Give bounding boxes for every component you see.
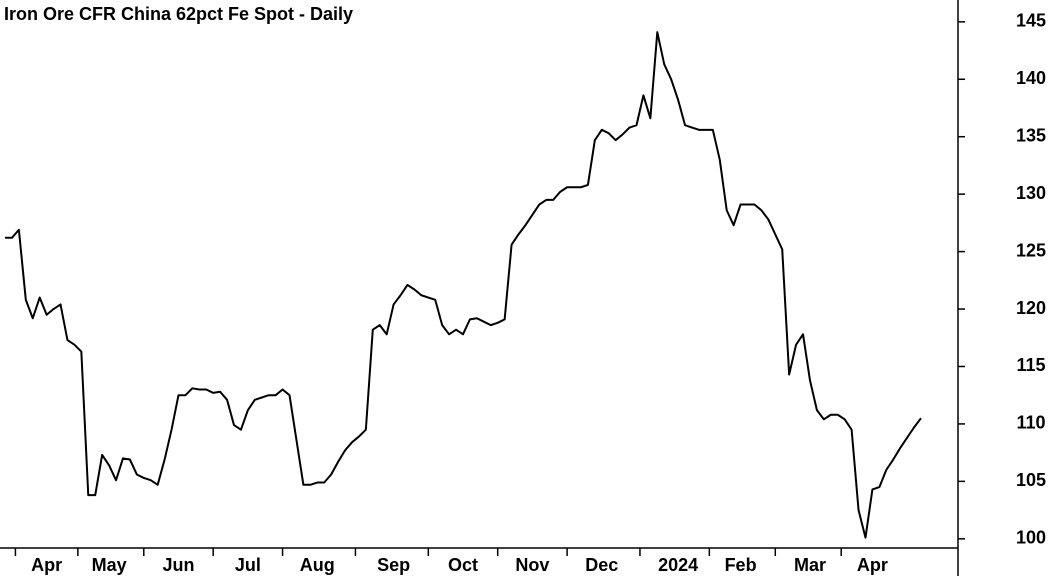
x-tick-label: Apr xyxy=(857,555,888,575)
y-tick-label: 120 xyxy=(1016,298,1046,318)
y-tick-label: 145 xyxy=(1016,11,1046,31)
y-tick-label: 125 xyxy=(1016,240,1046,260)
x-tick-label: 2024 xyxy=(658,555,698,575)
x-tick-label: May xyxy=(92,555,127,575)
x-tick-label: Apr xyxy=(31,555,62,575)
y-tick-label: 105 xyxy=(1016,470,1046,490)
y-tick-label: 140 xyxy=(1016,68,1046,88)
x-tick-label: Nov xyxy=(515,555,549,575)
chart-title: Iron Ore CFR China 62pct Fe Spot - Daily xyxy=(4,4,353,24)
y-tick-label: 130 xyxy=(1016,183,1046,203)
y-tick-label: 110 xyxy=(1016,413,1045,433)
x-tick-label: Oct xyxy=(448,555,478,575)
x-tick-label: Jun xyxy=(162,555,194,575)
y-tick-label: 100 xyxy=(1016,528,1046,548)
x-tick-label: Feb xyxy=(725,555,757,575)
price-line xyxy=(5,31,922,539)
y-tick-label: 115 xyxy=(1016,355,1045,375)
x-tick-label: Jul xyxy=(235,555,261,575)
y-tick-label: 135 xyxy=(1016,125,1046,145)
x-tick-label: Dec xyxy=(585,555,618,575)
x-tick-label: Sep xyxy=(377,555,410,575)
x-tick-label: Aug xyxy=(300,555,335,575)
x-tick-label: Mar xyxy=(794,555,826,575)
